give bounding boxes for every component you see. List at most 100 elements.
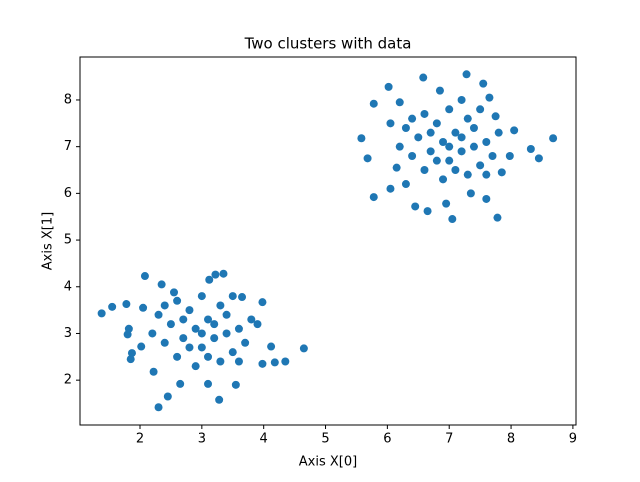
point [228,348,237,357]
point [179,334,188,343]
point [216,357,225,366]
point [457,95,466,104]
point [445,156,454,165]
point [549,134,558,143]
point [395,142,404,151]
y-tick-label: 3 [64,326,72,341]
point [386,119,395,128]
point [505,152,514,161]
point [426,128,435,137]
point [247,315,256,324]
y-tick-label: 7 [64,139,72,154]
point [205,275,214,284]
point [241,338,250,347]
point [228,292,237,301]
x-tick-label: 8 [507,432,515,447]
point [126,355,135,364]
point [384,82,393,91]
point [281,357,290,366]
point [139,303,148,312]
y-tick-label: 8 [64,92,72,107]
plot-frame [79,56,577,426]
point [299,344,308,353]
point [270,358,279,367]
point [526,145,535,153]
point [154,310,163,319]
point [210,320,219,329]
point [204,379,213,388]
point [466,189,475,198]
point [451,166,460,175]
point [154,403,163,412]
point [197,329,206,338]
point [469,123,478,132]
point [369,193,378,202]
point [432,119,441,128]
x-tick-label: 6 [383,432,391,447]
point [204,352,213,361]
point [231,380,240,389]
y-tick-label: 4 [64,279,72,294]
point [173,296,182,305]
point [363,154,372,163]
point [234,357,243,366]
point [482,194,491,203]
point [462,70,471,79]
point [197,343,206,352]
point [160,301,169,310]
point [176,379,185,388]
point [469,142,478,151]
point [149,367,158,376]
point [140,272,149,281]
x-tick-label: 4 [260,432,268,447]
point [97,309,106,318]
y-tick-label: 6 [64,186,72,201]
point [191,324,200,333]
point [423,207,432,216]
point [357,134,366,143]
point [419,73,428,82]
point [222,310,231,319]
point [210,334,219,343]
point [457,147,466,156]
point [491,112,500,121]
point [185,306,194,315]
point [395,98,404,107]
point [211,270,220,279]
point [160,338,169,347]
point [439,175,448,184]
point [420,166,429,175]
point [148,329,157,338]
point [432,156,441,165]
point [163,392,172,401]
point [369,99,378,108]
point [445,142,454,151]
point [534,154,543,163]
point [439,137,448,146]
point [234,324,243,333]
point [219,269,228,278]
chart-title: Two clusters with data [244,35,412,53]
point [401,180,410,189]
point [497,168,506,177]
point [392,163,401,172]
y-tick-label: 2 [64,373,72,388]
point [463,114,472,123]
x-tick-label: 7 [445,432,453,447]
point [445,105,454,114]
point [216,301,225,310]
point [185,343,194,352]
point [494,128,503,137]
point [479,79,488,88]
point [157,280,166,289]
point [488,152,497,161]
point [197,292,206,301]
point [253,320,262,329]
point [170,288,179,297]
point [411,202,420,211]
x-tick-label: 2 [136,432,144,447]
point [386,184,395,193]
x-tick-label: 3 [198,432,206,447]
point [215,395,224,404]
